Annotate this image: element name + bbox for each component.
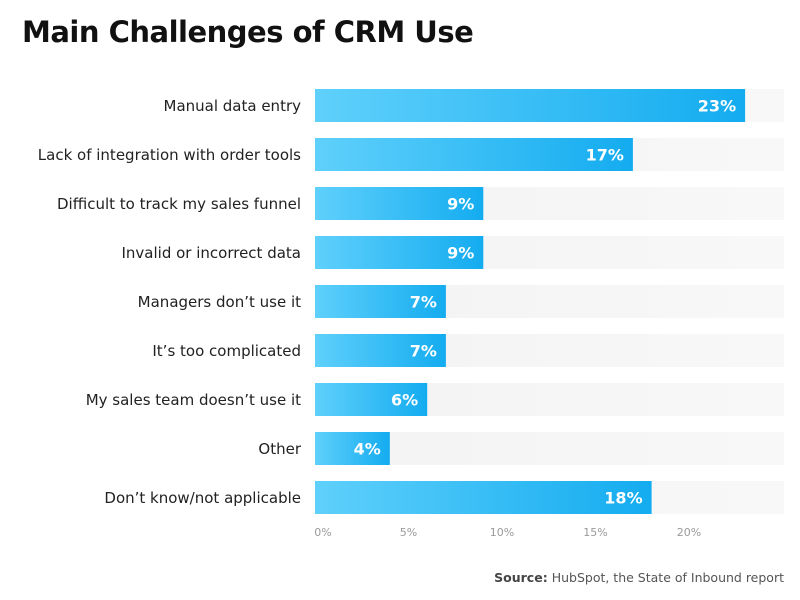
value-label: 6% <box>391 391 418 410</box>
x-tick-label: 15% <box>583 526 607 539</box>
bar <box>315 334 446 367</box>
category-label: It’s too complicated <box>152 342 301 360</box>
bar <box>315 285 446 318</box>
bar <box>315 89 746 122</box>
category-label: Other <box>258 440 301 458</box>
bar <box>315 481 652 514</box>
bar-track <box>315 432 784 465</box>
bar <box>315 236 484 269</box>
x-tick-label: 20% <box>677 526 701 539</box>
bar <box>315 138 633 171</box>
value-label: 7% <box>410 342 437 361</box>
category-label: Lack of integration with order tools <box>38 146 301 164</box>
x-tick-label: 10% <box>490 526 514 539</box>
value-label: 7% <box>410 293 437 312</box>
category-label: Difficult to track my sales funnel <box>57 195 301 213</box>
category-label: Managers don’t use it <box>138 293 301 311</box>
value-label: 9% <box>447 244 474 263</box>
source-text: HubSpot, the State of Inbound report <box>551 570 784 585</box>
chart-title: Main Challenges of CRM Use <box>22 15 474 49</box>
x-tick-label: 5% <box>400 526 417 539</box>
value-label: 4% <box>354 440 381 459</box>
category-label: Don’t know/not applicable <box>104 489 301 507</box>
category-label: Invalid or incorrect data <box>122 244 302 262</box>
value-label: 9% <box>447 195 474 214</box>
bar <box>315 383 428 416</box>
value-label: 17% <box>586 146 624 165</box>
source-label: Source: <box>494 570 548 585</box>
source-note: Source: HubSpot, the State of Inbound re… <box>494 570 784 585</box>
bar-chart: Manual data entry Lack of integration wit… <box>38 89 784 539</box>
category-label: Manual data entry <box>164 97 302 115</box>
value-label: 18% <box>604 489 642 508</box>
value-label: 23% <box>698 97 736 116</box>
x-tick-label: 0% <box>314 526 331 539</box>
bar <box>315 187 484 220</box>
category-label: My sales team doesn’t use it <box>86 391 301 409</box>
bar <box>315 432 390 465</box>
